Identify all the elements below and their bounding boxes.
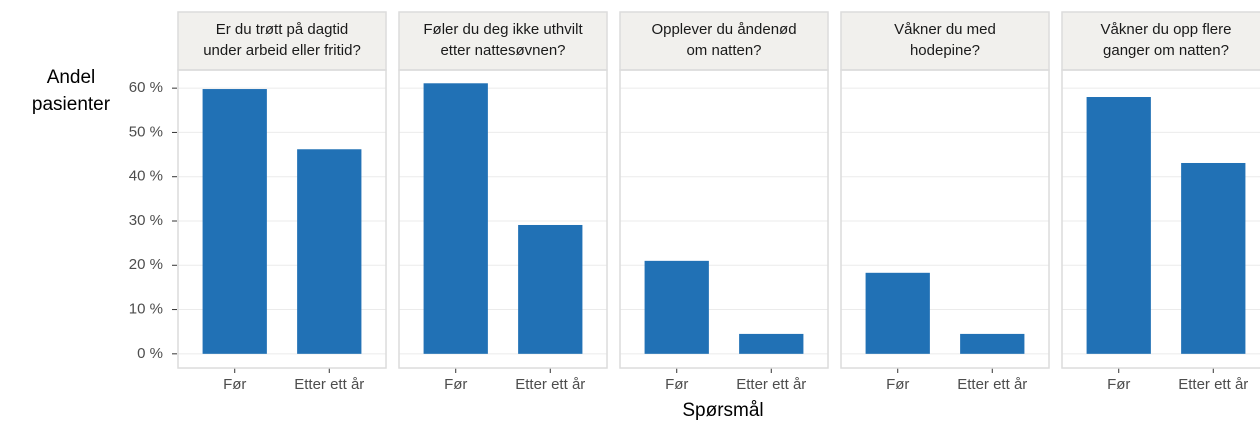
bar — [960, 333, 1025, 354]
facet-title: under arbeid eller fritid? — [203, 42, 361, 59]
bar — [644, 260, 709, 354]
strip: Er du trøtt på dagtid under arbeid eller … — [177, 11, 387, 71]
facet-title: Våkner du med — [894, 21, 996, 38]
x-tick-label: Før — [223, 376, 246, 393]
y-tick-label: 60 % — [129, 79, 163, 96]
strip-background — [398, 11, 608, 71]
x-tick-label: Før — [665, 376, 688, 393]
y-tick-label: 50 % — [129, 123, 163, 140]
panel-border — [840, 69, 1050, 369]
panel-border — [398, 69, 608, 369]
x-tick-label: Etter ett år — [1178, 376, 1248, 393]
facet-title: hodepine? — [910, 42, 980, 59]
bar — [739, 333, 804, 354]
bar — [202, 89, 267, 354]
y-tick-label: 10 % — [129, 301, 163, 318]
strip-background — [619, 11, 829, 71]
facet-title: etter nattesøvnen? — [440, 42, 565, 59]
x-tick-label: Etter ett år — [294, 376, 364, 393]
bar — [423, 83, 488, 354]
y-tick-label: 20 % — [129, 256, 163, 273]
bar — [297, 149, 362, 354]
strip: Føler du deg ikke uthvilt etter nattesøvn… — [398, 11, 608, 71]
x-tick-label: Før — [1107, 376, 1130, 393]
facet-title: Er du trøtt på dagtid — [216, 21, 349, 38]
facet-title: om natten? — [686, 42, 761, 59]
x-tick-label: Etter ett år — [736, 376, 806, 393]
x-tick-label: Etter ett år — [515, 376, 585, 393]
y-tick-label: 30 % — [129, 212, 163, 229]
x-axis-title: Spørsmål — [682, 400, 763, 421]
y-tick-label: 0 % — [137, 345, 163, 362]
panel-border — [177, 69, 387, 369]
facet-title: Føler du deg ikke uthvilt — [423, 21, 583, 38]
strip-background — [177, 11, 387, 71]
panel-border — [1061, 69, 1260, 369]
strip-background — [840, 11, 1050, 71]
x-tick-label: Etter ett år — [957, 376, 1027, 393]
strip: Våkner du med hodepine? — [840, 11, 1050, 71]
facet-title: ganger om natten? — [1103, 42, 1229, 59]
strip-background — [1061, 11, 1260, 71]
bar — [1181, 162, 1246, 354]
bar — [1086, 97, 1151, 354]
x-tick-label: Før — [444, 376, 467, 393]
strip: Opplever du åndenød om natten? — [619, 11, 829, 71]
strip: Våkner du opp flere ganger om natten? — [1061, 11, 1260, 71]
bar — [518, 224, 583, 354]
facet-title: Opplever du åndenød — [651, 21, 796, 38]
panel-border — [619, 69, 829, 369]
x-tick-label: Før — [886, 376, 909, 393]
y-axis-title: Andel — [47, 67, 96, 88]
y-tick-label: 40 % — [129, 168, 163, 185]
y-axis-title: pasienter — [32, 94, 111, 115]
bar — [865, 272, 930, 354]
facet-title: Våkner du opp flere — [1101, 21, 1232, 38]
